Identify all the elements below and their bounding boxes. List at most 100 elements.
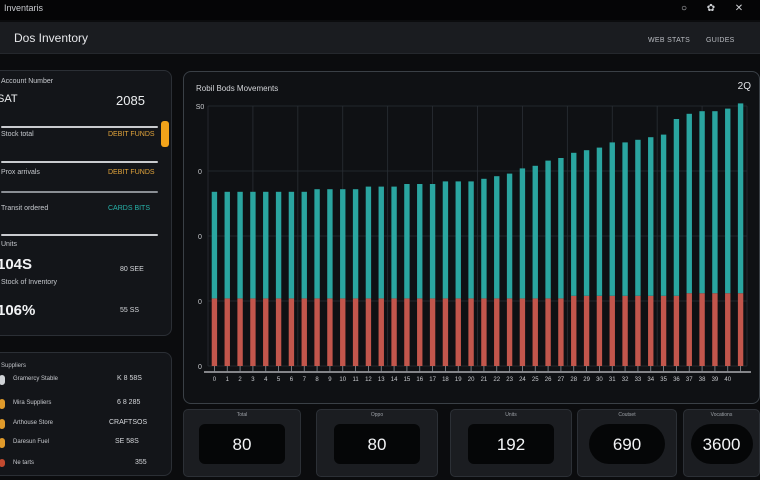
kpi-card-coutset[interactable]: Coutset 690 bbox=[577, 409, 677, 477]
bar-segment-lower bbox=[712, 293, 718, 366]
bar-segment-upper bbox=[506, 173, 513, 299]
bar-segment-upper bbox=[365, 186, 372, 299]
bar-segment-upper bbox=[429, 184, 436, 299]
x-tick-label: 31 bbox=[609, 377, 616, 383]
bar-segment-lower bbox=[699, 293, 705, 366]
bar-segment-upper bbox=[250, 191, 256, 299]
list-item-label[interactable]: Ne tarts bbox=[13, 460, 35, 466]
card-value: 690 bbox=[612, 435, 642, 454]
bar-segment-lower bbox=[237, 298, 243, 366]
card-pill: 690 bbox=[589, 424, 665, 464]
list-item-label[interactable]: Mira Suppliers bbox=[13, 400, 52, 406]
bar-segment-upper bbox=[378, 186, 384, 299]
chart-panel: Robil Bods Movements 2Q 0 0 0 0 S0 0 1 2 3 4 5 6 7 8 9… bbox=[183, 71, 760, 404]
x-tick-label: 0 bbox=[213, 377, 217, 383]
bar-segment-lower bbox=[211, 298, 218, 366]
list-item-label[interactable]: Daresun Fuel bbox=[13, 439, 50, 445]
bar-segment-lower bbox=[340, 298, 346, 366]
x-tick-label: 36 bbox=[673, 377, 680, 383]
bar-segment-lower bbox=[314, 298, 320, 366]
x-tick-label: 39 bbox=[712, 377, 719, 383]
row-label: Prox arrivals bbox=[1, 169, 40, 176]
y-tick-label: 0 bbox=[198, 169, 202, 176]
nav-link-web-stats[interactable]: WEB STATS bbox=[648, 37, 691, 44]
kpi-card-units[interactable]: Units 192 bbox=[450, 409, 572, 477]
bar-segment-upper bbox=[737, 103, 744, 294]
bar-segment-lower bbox=[301, 298, 307, 366]
supplier-icon bbox=[0, 375, 5, 385]
x-tick-label: 29 bbox=[583, 377, 590, 383]
x-tick-label: 5 bbox=[277, 377, 281, 383]
section-label: Units bbox=[1, 241, 17, 248]
divider bbox=[1, 161, 158, 163]
bar-segment-upper bbox=[622, 142, 628, 296]
kpi-card-total[interactable]: Total 80 bbox=[183, 409, 301, 477]
x-tick-label: 14 bbox=[391, 377, 398, 383]
nav-link-guides[interactable]: GUIDES bbox=[706, 37, 735, 44]
bar-segment-upper bbox=[596, 147, 603, 296]
row-label: Transit ordered bbox=[1, 205, 49, 212]
bar-segment-lower bbox=[417, 298, 423, 366]
bar-segment-lower bbox=[622, 295, 628, 366]
second-value: 106% bbox=[0, 302, 36, 319]
list-item-label[interactable]: Gramercy Stable bbox=[13, 376, 59, 382]
bar-segment-upper bbox=[417, 184, 423, 299]
card-pill: 80 bbox=[334, 424, 420, 464]
bar-segment-lower bbox=[545, 298, 551, 366]
bar-segment-upper bbox=[314, 189, 320, 299]
x-tick-label: 25 bbox=[532, 377, 539, 383]
x-tick-label: 23 bbox=[506, 377, 513, 383]
bar-segment-upper bbox=[442, 181, 449, 299]
divider bbox=[1, 234, 158, 236]
bar-segment-lower bbox=[596, 295, 603, 366]
bar-segment-upper bbox=[455, 181, 461, 299]
window-titlebar: Inventaris ○ ✿ ✕ bbox=[0, 0, 760, 20]
supplier-icon bbox=[0, 459, 5, 467]
card-pill: 3600 bbox=[690, 424, 753, 464]
stat-value: 2085 bbox=[116, 93, 145, 108]
notifications-icon[interactable]: ✿ bbox=[706, 3, 716, 14]
settings-icon[interactable]: ○ bbox=[680, 3, 688, 14]
bar-segment-lower bbox=[481, 298, 487, 366]
close-icon[interactable]: ✕ bbox=[734, 3, 744, 14]
bar-segment-upper bbox=[673, 119, 680, 296]
bar-segment-upper bbox=[468, 181, 474, 299]
window-title: Inventaris bbox=[4, 3, 44, 13]
kpi-card-vocations[interactable]: Vocations 3600 bbox=[683, 409, 760, 477]
card-value: 192 bbox=[496, 435, 526, 454]
list-item-label[interactable]: Arthouse Store bbox=[13, 420, 54, 426]
card-label: Vocations bbox=[710, 412, 733, 418]
bar-segment-lower bbox=[648, 295, 654, 366]
bar-segment-lower bbox=[609, 295, 615, 366]
bar-segment-lower bbox=[455, 298, 461, 366]
y-tick-label: 0 bbox=[198, 364, 202, 371]
x-tick-label: 34 bbox=[647, 377, 654, 383]
bar-segment-upper bbox=[224, 191, 230, 299]
bar-segment-upper bbox=[558, 158, 564, 299]
sub-label: Stock of Inventory bbox=[1, 279, 58, 286]
list-item-value: K 8 58S bbox=[117, 375, 142, 382]
card-pill: 192 bbox=[468, 424, 554, 464]
x-tick-label: 35 bbox=[660, 377, 667, 383]
chart-period[interactable]: 2Q bbox=[737, 81, 751, 92]
x-tick-label: 28 bbox=[570, 377, 577, 383]
stat-label: SAT bbox=[0, 93, 18, 105]
kpi-card-oppo[interactable]: Oppo 80 bbox=[316, 409, 438, 477]
scrollbar-thumb[interactable] bbox=[161, 121, 169, 147]
bar-segment-lower bbox=[352, 298, 359, 366]
bar-segment-upper bbox=[275, 191, 282, 299]
x-tick-label: 15 bbox=[404, 377, 411, 383]
bar-segment-lower bbox=[519, 298, 526, 366]
inventory-panel: Account Number SAT 2085 Stock total DEBI… bbox=[0, 70, 172, 336]
x-tick-label: 19 bbox=[455, 377, 462, 383]
y-tick-label: S0 bbox=[196, 104, 205, 111]
bar-segment-lower bbox=[250, 298, 256, 366]
bar-segment-upper bbox=[391, 186, 397, 299]
bar-segment-lower bbox=[263, 298, 269, 366]
bar-segment-upper bbox=[725, 108, 731, 294]
x-tick-label: 8 bbox=[315, 377, 319, 383]
x-tick-label: 2 bbox=[238, 377, 242, 383]
x-tick-label: 32 bbox=[622, 377, 629, 383]
x-tick-label: 26 bbox=[545, 377, 552, 383]
app-title: Dos Inventory bbox=[14, 31, 89, 45]
